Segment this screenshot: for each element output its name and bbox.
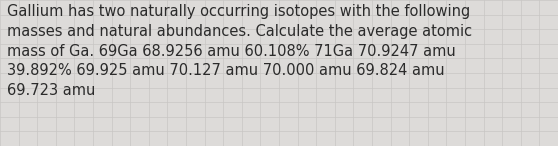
- Text: Gallium has two naturally occurring isotopes with the following
masses and natur: Gallium has two naturally occurring isot…: [7, 4, 472, 98]
